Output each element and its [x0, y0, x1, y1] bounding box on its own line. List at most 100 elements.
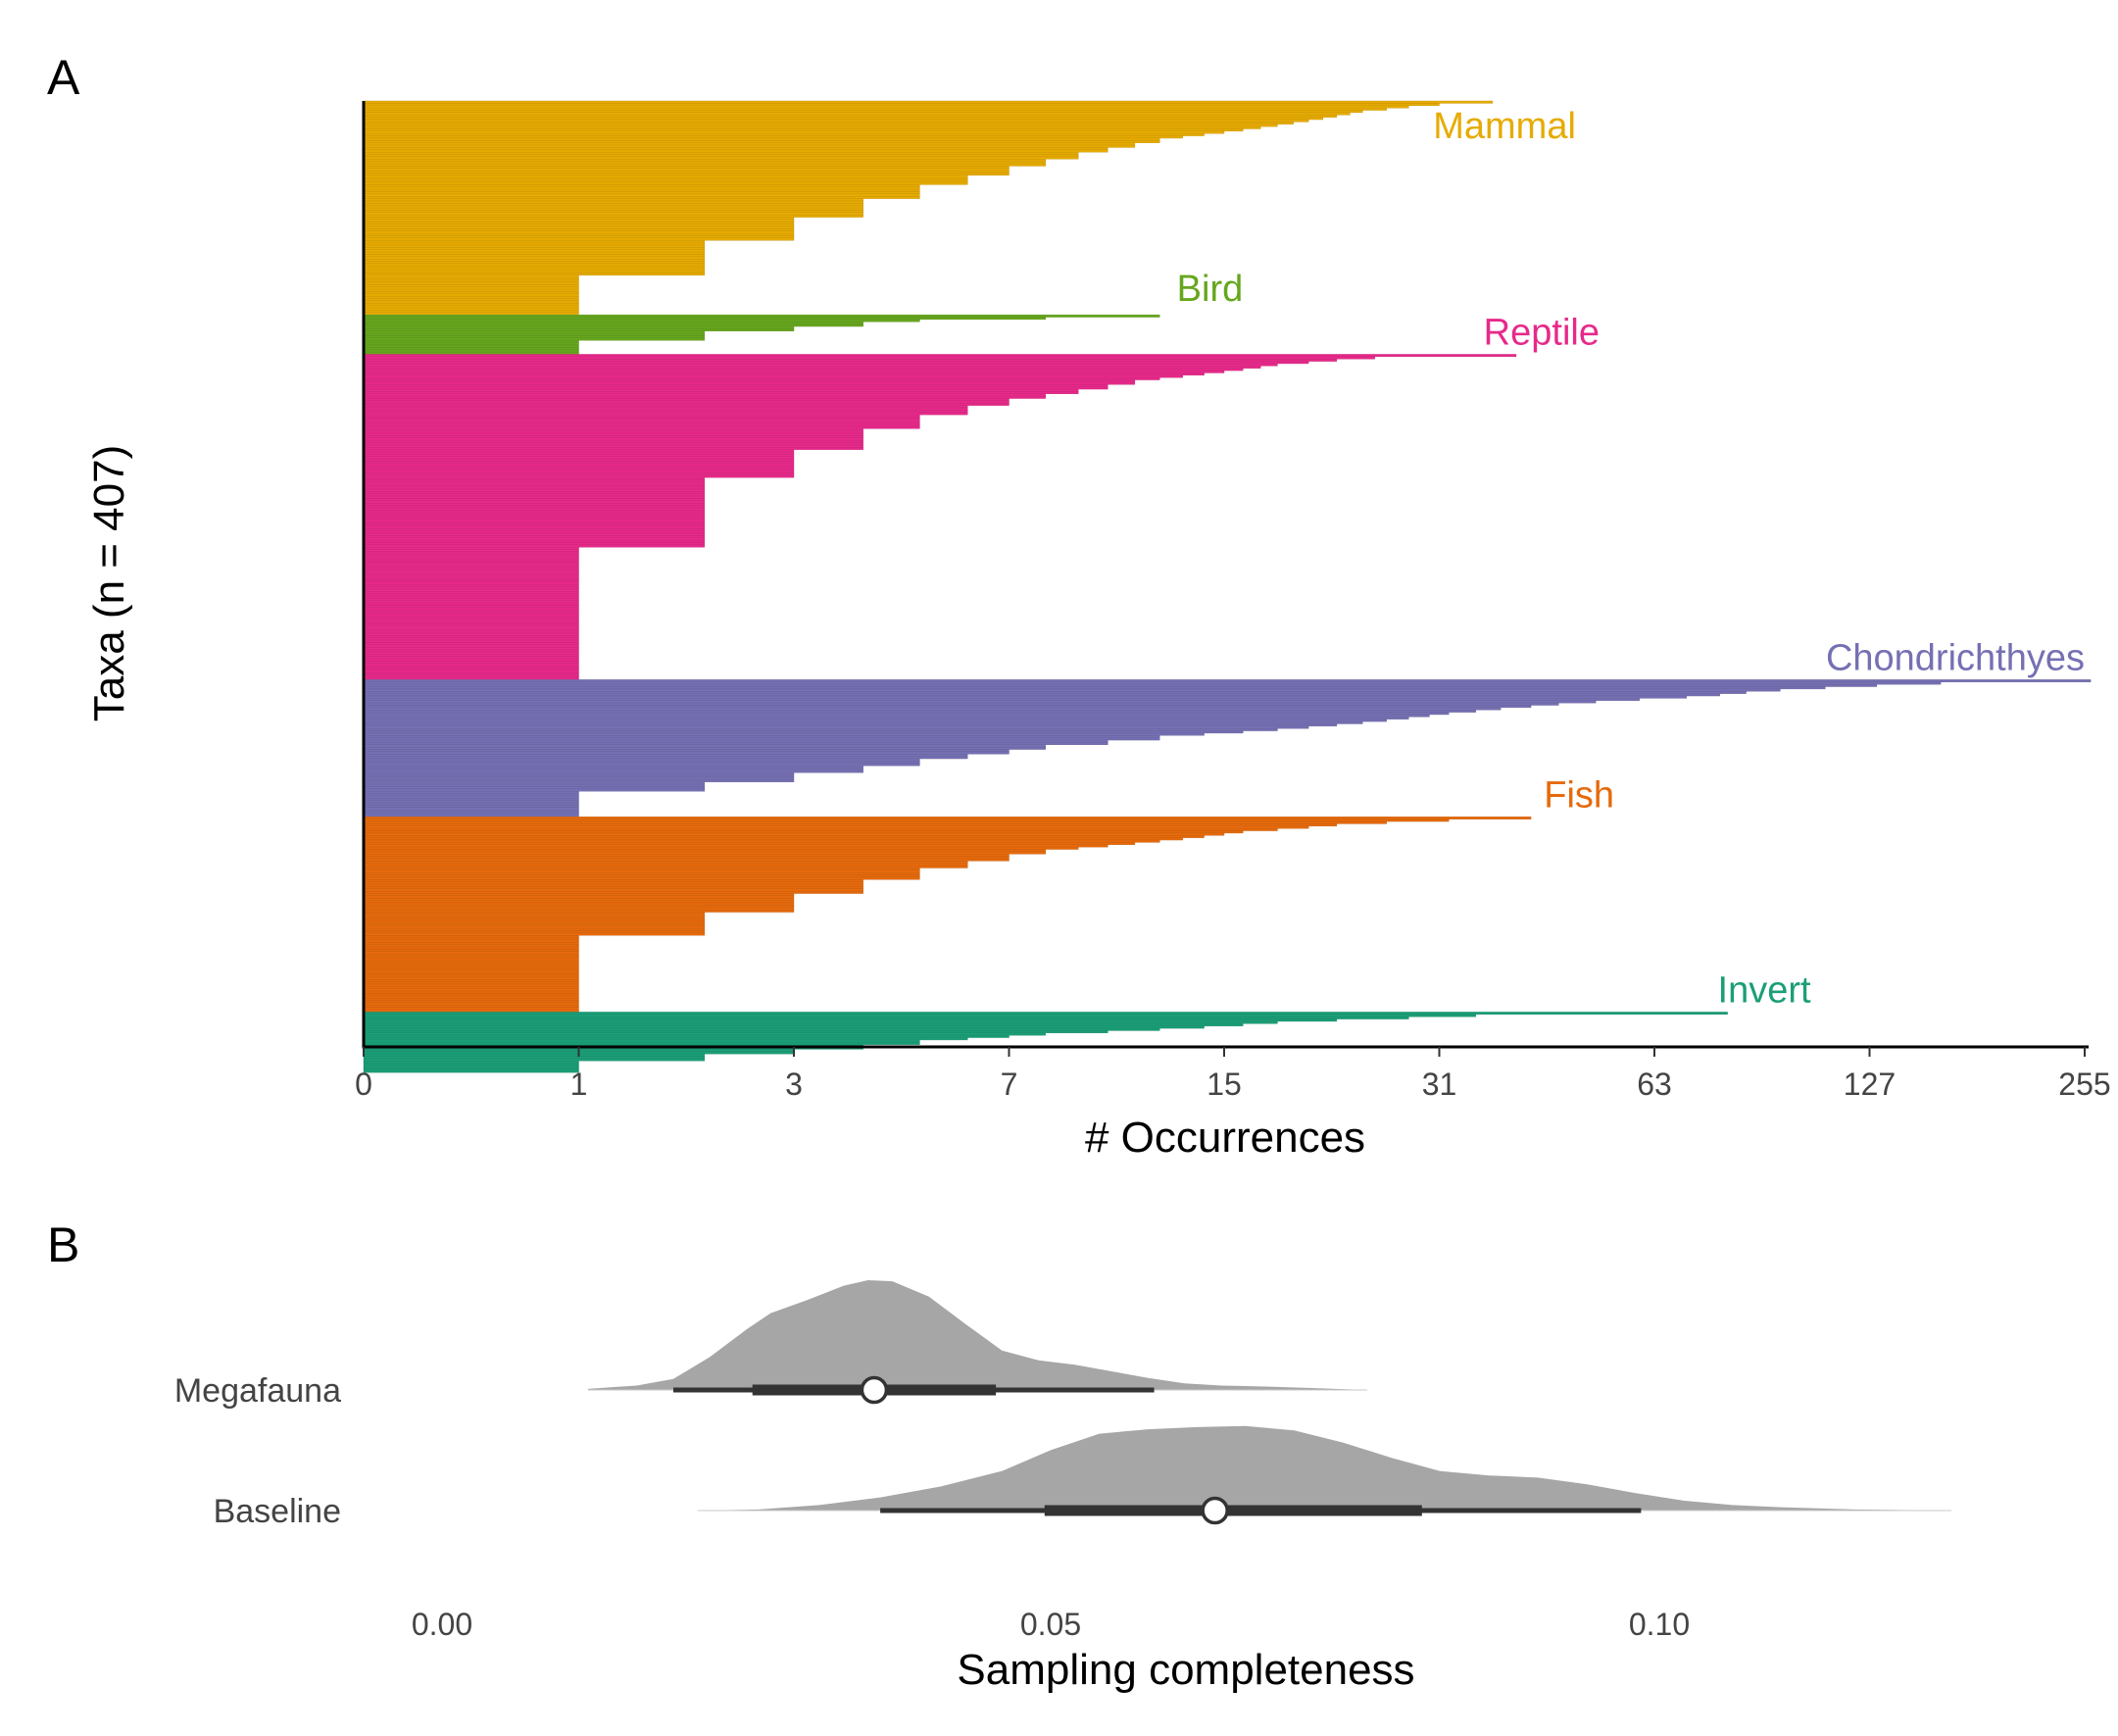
- panel-a-x-axis-title: # Occurrences: [1085, 1114, 1365, 1162]
- bar: [363, 305, 579, 309]
- bar: [363, 830, 1244, 834]
- bar: [363, 432, 863, 436]
- bar: [363, 523, 706, 527]
- density-area: [588, 1280, 1367, 1390]
- bar: [363, 456, 795, 460]
- x-tick-label: 0.05: [1020, 1607, 1081, 1642]
- bar: [363, 1000, 579, 1004]
- group-label-bird: Bird: [1177, 269, 1244, 310]
- bar: [363, 912, 706, 916]
- bar: [363, 207, 863, 211]
- bar: [363, 1037, 968, 1041]
- bar: [363, 817, 1532, 819]
- bar: [363, 161, 1046, 165]
- bar: [363, 637, 579, 641]
- bar: [363, 1039, 920, 1043]
- bar: [363, 281, 579, 285]
- bar: [363, 340, 579, 343]
- x-tick-label: 15: [1207, 1066, 1242, 1102]
- bar: [363, 572, 579, 575]
- bar: [363, 712, 1450, 716]
- bar: [363, 174, 968, 178]
- bar: [363, 439, 863, 443]
- group-mammal: Mammal: [363, 100, 1576, 316]
- bar: [363, 335, 706, 339]
- bar: [363, 861, 968, 864]
- bar: [363, 614, 579, 618]
- bar: [363, 961, 579, 964]
- bar: [363, 244, 706, 248]
- bar: [363, 140, 1160, 143]
- bar: [363, 788, 706, 792]
- bar: [363, 454, 795, 457]
- bar: [363, 710, 1476, 713]
- bar: [363, 1012, 1728, 1016]
- bar: [363, 261, 706, 265]
- bar: [363, 556, 579, 560]
- bar: [363, 310, 579, 313]
- bar: [363, 1025, 1205, 1029]
- bar: [363, 1030, 1108, 1033]
- bar: [363, 856, 1010, 860]
- bar: [363, 763, 920, 767]
- bar: [363, 337, 706, 341]
- bar: [363, 617, 579, 620]
- bar: [363, 849, 1046, 853]
- bar: [363, 173, 1010, 176]
- x-tick-label: 255: [2058, 1066, 2110, 1102]
- bar: [363, 1017, 1409, 1019]
- bar: [363, 112, 1351, 116]
- bar: [363, 672, 579, 675]
- bar: [363, 579, 579, 583]
- bar: [363, 798, 579, 801]
- bar: [363, 591, 579, 594]
- bar: [363, 1061, 579, 1064]
- bar: [363, 795, 579, 799]
- bar: [363, 149, 1108, 153]
- bar: [363, 181, 968, 185]
- bar: [363, 723, 1338, 727]
- bar: [363, 525, 706, 529]
- bar: [363, 151, 1079, 155]
- bar: [363, 742, 1108, 745]
- bar: [363, 186, 920, 190]
- bar: [363, 332, 706, 336]
- bar: [363, 428, 863, 431]
- bar: [363, 566, 579, 569]
- bar: [363, 486, 706, 490]
- bar: [363, 951, 579, 955]
- bar: [363, 944, 579, 948]
- bar: [363, 965, 579, 968]
- bar: [363, 359, 1338, 362]
- bar: [363, 953, 579, 957]
- panel-a-y-axis-title: Taxa (n = 407): [85, 445, 133, 722]
- bar: [363, 530, 706, 534]
- bar: [363, 661, 579, 665]
- bar: [363, 528, 706, 531]
- bar: [363, 883, 863, 887]
- bar: [363, 805, 579, 809]
- bar: [363, 179, 968, 183]
- bar: [363, 720, 1363, 724]
- bar: [363, 835, 1205, 838]
- bar: [363, 219, 795, 223]
- bar: [363, 1067, 579, 1070]
- bar: [363, 888, 863, 892]
- bar: [363, 595, 579, 599]
- bar: [363, 458, 795, 462]
- bar: [363, 130, 1225, 134]
- bar: [363, 103, 1440, 106]
- bar: [363, 488, 706, 492]
- group-label-reptile: Reptile: [1484, 312, 1600, 353]
- bar: [363, 379, 1136, 383]
- bar: [363, 223, 795, 227]
- bar: [363, 476, 706, 480]
- bar: [363, 976, 579, 980]
- bar: [363, 754, 968, 757]
- bar: [363, 644, 579, 648]
- bar: [363, 493, 706, 497]
- bar: [363, 351, 579, 355]
- bar: [363, 263, 706, 267]
- bar: [363, 166, 1010, 169]
- bar: [363, 598, 579, 601]
